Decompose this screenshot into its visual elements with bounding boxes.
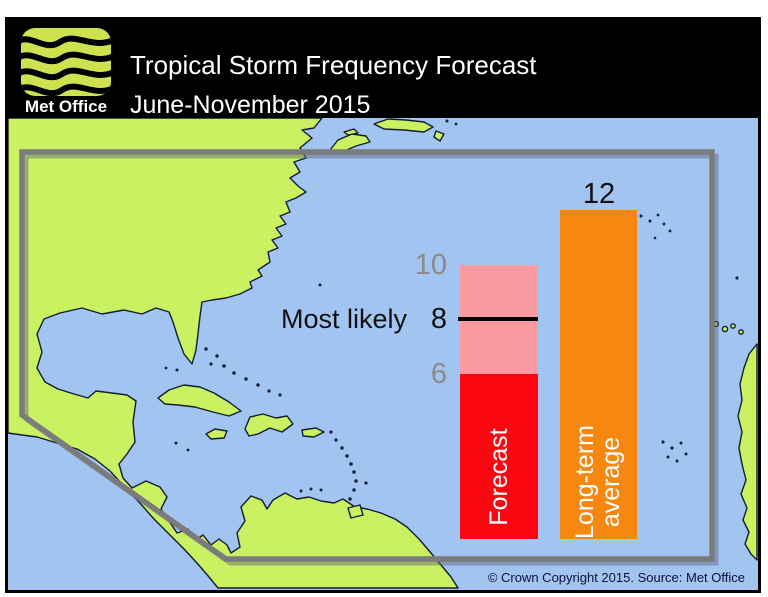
forecast-bar-label: Forecast [485, 428, 513, 526]
header-bar: Met Office Tropical Storm Frequency Fore… [8, 20, 758, 119]
island-puerto-rico [301, 427, 325, 438]
tick-label-10: 10 [414, 248, 447, 281]
island-newfoundland-2 [433, 130, 445, 142]
average-bar-label-line2: average [597, 436, 625, 528]
copyright-text: © Crown Copyright 2015. Source: Met Offi… [487, 570, 745, 585]
page-subtitle: June-November 2015 [130, 91, 371, 119]
tick-label-8: 8 [430, 303, 447, 336]
small-islands [164, 119, 739, 501]
content-frame: Met Office Tropical Storm Frequency Fore… [5, 17, 761, 593]
forecast-bar [460, 374, 538, 539]
average-value-label: 12 [582, 177, 616, 210]
logo-waves-icon [21, 28, 111, 96]
average-bar-label-line1: Long-term [571, 425, 599, 539]
island-trinidad [347, 504, 364, 519]
island-hispaniola [244, 413, 294, 437]
average-bar [560, 209, 637, 539]
most-likely-line [458, 317, 538, 322]
average-bar-label: Long-term average [571, 425, 625, 539]
island-canaries [738, 329, 744, 335]
mainland-americas [8, 118, 459, 589]
island-bermuda [318, 283, 322, 287]
most-likely-label: Most likely [280, 304, 407, 335]
africa-coast [737, 343, 758, 561]
island-pei [343, 128, 359, 136]
island-newfoundland [373, 118, 434, 133]
met-office-logo: Met Office [20, 27, 112, 117]
map-area: 10 8 6 Most likely 12 Forecast Long-term… [8, 118, 758, 590]
logo-wordmark: Met Office [24, 97, 108, 116]
tick-label-6: 6 [430, 358, 447, 391]
island-canaries [730, 323, 736, 329]
island-jamaica [205, 428, 228, 440]
page-title: Tropical Storm Frequency Forecast [130, 50, 537, 80]
atlantic-map [8, 118, 758, 590]
forecast-region-outline [19, 149, 719, 566]
island-madeira [735, 276, 739, 280]
island-canaries [721, 325, 729, 333]
island-cuba [157, 384, 242, 417]
